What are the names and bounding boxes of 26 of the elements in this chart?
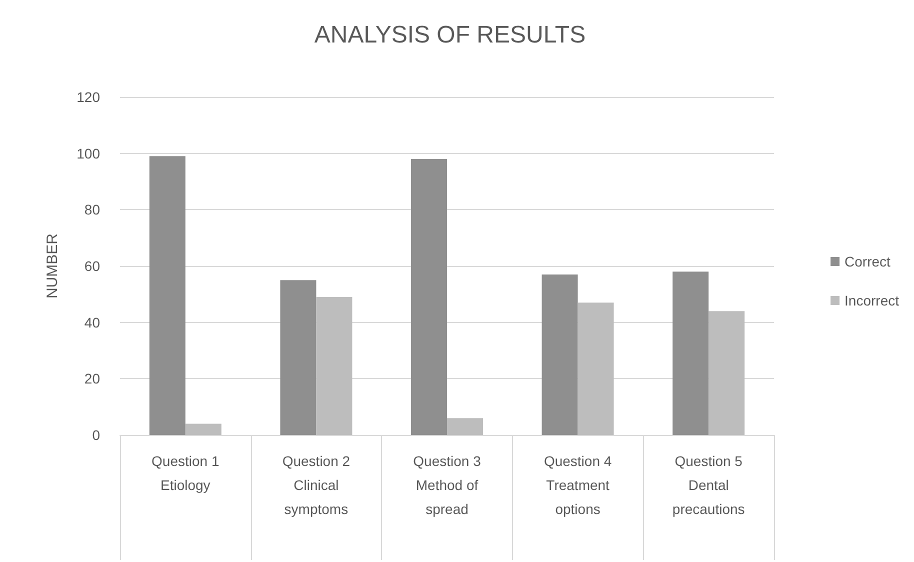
y-tick-label: 80 [84,202,100,218]
y-tick-label: 0 [92,427,100,443]
bar [708,311,745,435]
x-tick-label: Question 2 Clinical symptoms [282,453,350,517]
chart-title: ANALYSIS OF RESULTS [314,22,586,48]
bar [185,424,222,435]
bar [149,156,186,435]
x-tick-label: Question 3 Method of spread [413,453,482,517]
y-tick-label: 60 [84,258,100,274]
y-tick-label: 120 [76,89,100,105]
bar [542,274,578,435]
bar [316,296,352,435]
y-tick-label: 100 [76,145,100,162]
y-axis-title: NUMBER [44,233,61,299]
legend-label: Incorrect [844,292,900,308]
legend-label: Correct [844,254,891,270]
y-tick-label: 20 [84,370,100,387]
bar [578,302,614,435]
bar [280,280,316,435]
bar [411,158,447,435]
x-tick-label: Question 5 Dental precautions [672,453,745,517]
bar [447,418,483,435]
x-tick-label: Question 4 Treatment options [544,453,612,517]
y-tick-label: 40 [84,314,100,330]
bar [672,272,709,435]
x-tick-label: Question 1 Etiology [152,453,220,493]
